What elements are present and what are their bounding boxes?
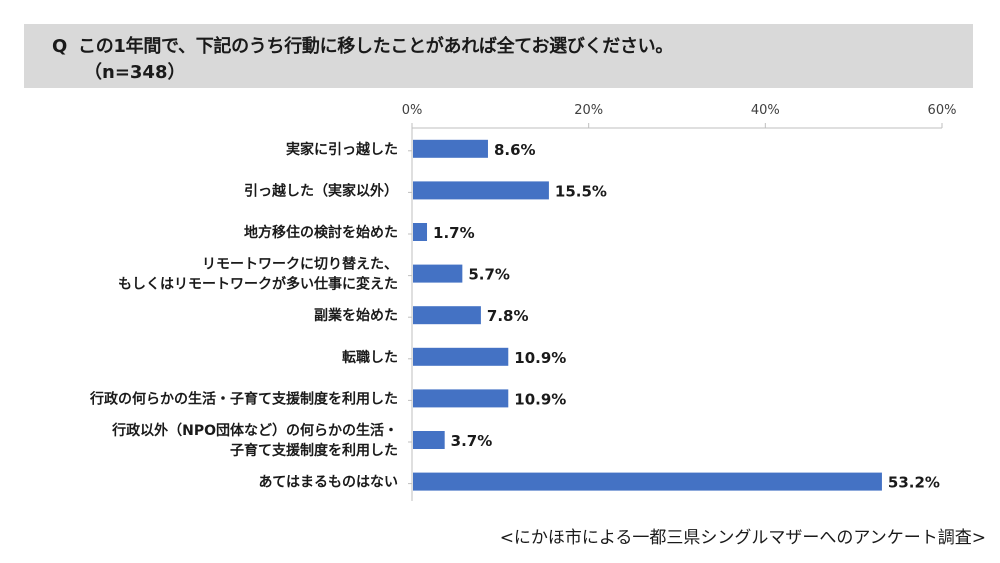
category-label: 行政以外（NPO団体など）の何らかの生活・	[111, 422, 398, 439]
question-text: この1年間で、下記のうち行動に移したことがあれば全てお選びください。	[78, 36, 674, 57]
value-label: 5.7%	[468, 266, 510, 284]
value-label: 8.6%	[494, 141, 536, 159]
x-tick-label: 0%	[402, 103, 423, 118]
question-mark: Q	[52, 36, 68, 57]
bar	[413, 306, 481, 325]
sample-size: （n=348）	[84, 62, 186, 83]
value-label: 1.7%	[433, 224, 475, 242]
category-label: あてはまるものはない	[259, 475, 398, 491]
category-label: 子育て支援制度を利用した	[230, 442, 398, 459]
category-label: 引っ越した（実家以外）	[244, 182, 398, 199]
category-label: リモートワークに切り替えた、	[202, 256, 398, 273]
value-label: 3.7%	[451, 432, 493, 450]
category-label: 実家に引っ越した	[286, 141, 398, 158]
bar	[413, 181, 549, 200]
category-label: もしくはリモートワークが多い仕事に変えた	[118, 276, 398, 293]
bar	[413, 347, 509, 366]
value-label: 15.5%	[555, 182, 607, 200]
x-tick-label: 20%	[574, 103, 603, 118]
category-label: 行政の何らかの生活・子育て支援制度を利用した	[89, 390, 398, 407]
bar	[413, 389, 509, 408]
value-label: 10.9%	[514, 349, 566, 367]
category-label: 副業を始めた	[314, 307, 398, 324]
bar	[413, 139, 488, 158]
x-tick-label: 60%	[928, 103, 957, 118]
value-label: 53.2%	[888, 474, 940, 492]
bar	[413, 223, 428, 241]
category-label: 転職した	[342, 349, 398, 366]
question-header	[24, 24, 973, 88]
bar	[413, 431, 445, 449]
bar	[413, 264, 463, 283]
value-label: 10.9%	[514, 390, 566, 408]
category-label: 地方移住の検討を始めた	[244, 224, 398, 241]
source-note: <にかほ市による一都三県シングルマザーへのアンケート調査>	[499, 528, 986, 548]
x-tick-label: 40%	[751, 103, 780, 118]
bar	[413, 472, 882, 491]
value-label: 7.8%	[487, 307, 529, 325]
